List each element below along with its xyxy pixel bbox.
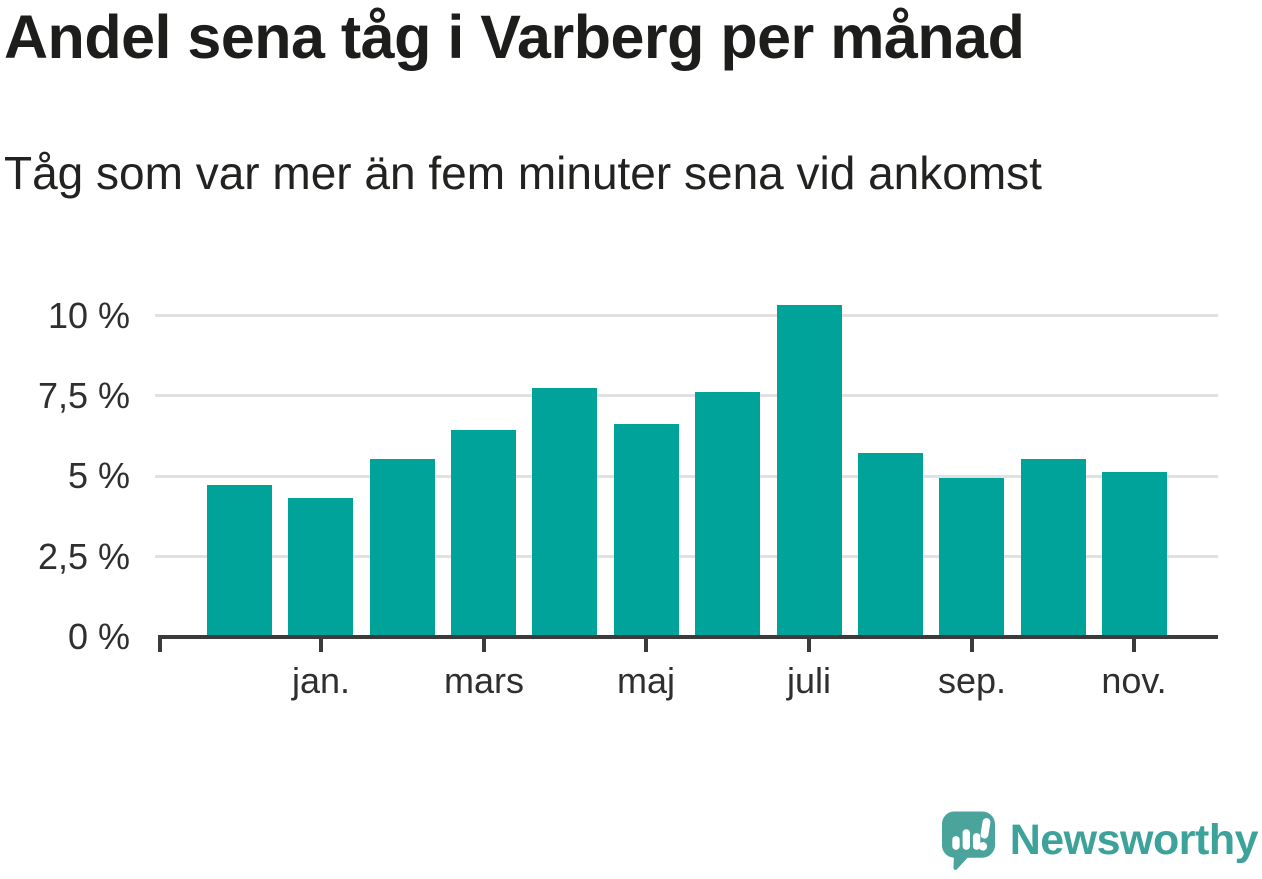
x-axis-tick-label: jan.	[291, 660, 351, 701]
bar	[1102, 472, 1167, 636]
logo-mini-bar-3	[972, 833, 981, 850]
x-axis-tick-label: mars	[444, 660, 524, 701]
axis-tick	[644, 639, 648, 652]
logo-exclamation-mark	[978, 818, 991, 851]
y-axis-tick-label: 7,5 %	[37, 374, 130, 416]
x-axis-tick-label: sep.	[937, 660, 1007, 701]
gridline	[155, 555, 1218, 559]
bar	[370, 459, 435, 636]
chart-title: Andel sena tåg i Varberg per månad	[4, 3, 1025, 71]
bar	[858, 453, 923, 636]
gridline	[155, 314, 1218, 317]
bar	[777, 305, 842, 636]
logo-mini-bar-1	[952, 836, 960, 850]
axis-tick	[158, 639, 162, 652]
bar	[1021, 459, 1086, 636]
gridline	[155, 474, 1218, 478]
axis-tick	[319, 639, 323, 652]
x-axis-tick-label: nov.	[1101, 660, 1167, 701]
bar	[451, 430, 516, 636]
x-axis-tick-label: juli	[786, 660, 831, 701]
y-axis-tick-label: 0 %	[67, 616, 130, 657]
axis-tick	[807, 639, 811, 652]
y-axis-tick-label: 2,5 %	[37, 535, 130, 577]
newsworthy-logo: Newsworthy	[940, 809, 1259, 871]
bar	[695, 392, 760, 636]
bar	[614, 424, 679, 636]
y-axis-tick-label: 10 %	[47, 294, 130, 336]
bar	[939, 478, 1004, 636]
x-axis-tick-label: maj	[616, 660, 675, 701]
newsworthy-logo-icon	[941, 811, 995, 870]
y-axis-tick-label: 5 %	[67, 455, 130, 497]
chart-subtitle: Tåg som var mer än fem minuter sena vid …	[4, 147, 1042, 199]
bar	[207, 485, 272, 636]
axis-tick	[482, 639, 486, 652]
x-axis-line	[158, 635, 1218, 639]
axis-tick	[1132, 639, 1136, 652]
gridline	[155, 394, 1218, 398]
bar	[288, 498, 353, 636]
axis-tick	[970, 639, 974, 652]
bar	[532, 388, 597, 636]
logo-mini-bar-2	[962, 829, 970, 850]
newsworthy-logo-text: Newsworthy	[1009, 815, 1259, 864]
